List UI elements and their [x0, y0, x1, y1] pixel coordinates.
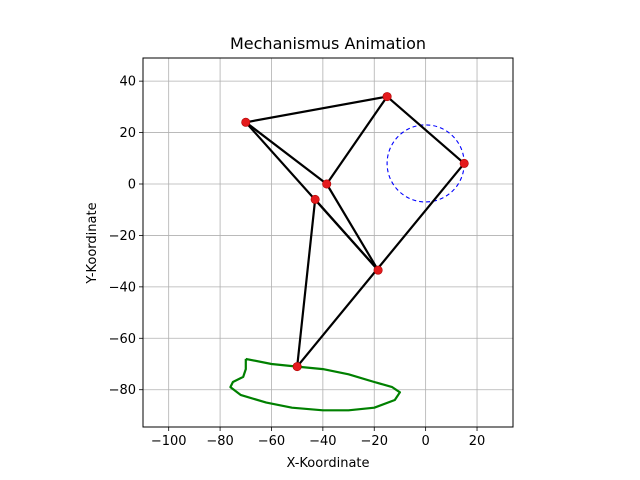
- link-C-G: [296, 162, 466, 368]
- x-axis-label: X-Koordinate: [286, 456, 369, 471]
- x-tick-label: −60: [258, 434, 285, 449]
- ticks: −100 −80 −60 −40 −20 0 20 −80 −60 −40 −20 0 20 40: [109, 75, 486, 449]
- joint-F: [373, 265, 383, 275]
- joint-D: [322, 179, 332, 189]
- trajectory-layer: [229, 357, 401, 412]
- chart-title: Mechanismus Animation: [230, 34, 426, 53]
- grid: [143, 58, 513, 427]
- link-B-C: [385, 95, 466, 165]
- x-tick-label: −80: [206, 434, 233, 449]
- x-tick-label: 20: [469, 434, 486, 449]
- link-A-D: [244, 121, 328, 186]
- x-tick-label: 0: [421, 434, 429, 449]
- plot-content: [229, 92, 469, 412]
- joint-E: [310, 194, 320, 204]
- joint-A: [241, 117, 251, 127]
- y-tick-label: −60: [109, 332, 136, 347]
- link-E-G: [296, 198, 317, 368]
- joint-G: [292, 362, 302, 372]
- y-tick-label: −20: [109, 229, 136, 244]
- x-tick-label: −100: [151, 434, 187, 449]
- joint-C: [459, 158, 469, 168]
- x-tick-label: −40: [309, 434, 336, 449]
- trajectory-curve: [229, 357, 401, 412]
- y-tick-label: 20: [119, 126, 136, 141]
- link-A-B: [244, 95, 389, 124]
- link-B-D: [325, 95, 389, 186]
- axes-frame: [142, 57, 514, 428]
- y-tick-label: −80: [109, 383, 136, 398]
- y-tick-label: 0: [128, 178, 136, 193]
- y-axis-label: Y-Koordinate: [85, 202, 100, 284]
- x-tick-label: −20: [361, 434, 388, 449]
- joint-B: [382, 92, 392, 102]
- y-tick-label: 40: [119, 75, 136, 90]
- link-D-F: [325, 182, 380, 272]
- y-tick-label: −40: [109, 280, 136, 295]
- link-E-F: [314, 198, 380, 272]
- joints-layer: [241, 92, 469, 372]
- links-layer: [244, 95, 466, 368]
